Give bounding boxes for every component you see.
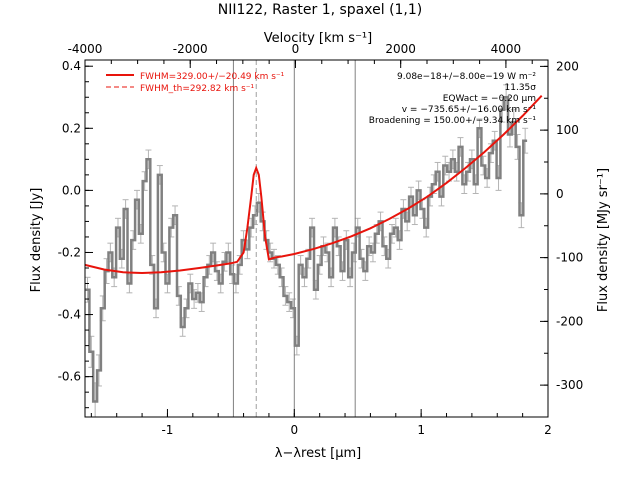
x-tick-label: 2 (544, 423, 552, 437)
y-tick-label: -0.4 (58, 308, 81, 322)
annotation-flux: 9.08e−18+/−8.00e−19 W m⁻² (397, 72, 536, 82)
right-tick-label: 200 (556, 59, 579, 73)
top-tick-label: 4000 (491, 42, 522, 56)
y-tick-label: -0.2 (58, 245, 81, 259)
reference-lines (232, 60, 356, 417)
chart-title: NII122, Raster 1, spaxel (1,1) (218, 2, 423, 18)
annotation-eqw: EQWact = −0.20 μm (443, 94, 536, 104)
x-axis-label: λ−λrest [μm] (275, 446, 361, 461)
plot-frame (84, 59, 549, 418)
annotation-block: 9.08e−18+/−8.00e−19 W m⁻² 11.35σ EQWact … (369, 72, 537, 126)
right-tick-label: 100 (556, 123, 579, 137)
legend: FWHM=329.00+/−20.49 km s⁻¹ FWHM_th=292.8… (106, 72, 285, 94)
data-layer (85, 96, 528, 403)
right-tick-label: -300 (556, 378, 583, 392)
ticks-layer: -1 0 1 2-0.6-0.4-0.20.00.20.4-4000 -2000 0 200… (58, 42, 584, 437)
legend-label-fwhm: FWHM=329.00+/−20.49 km s⁻¹ (140, 72, 285, 82)
y-tick-label: 0.0 (62, 183, 81, 197)
x-tick-label: 1 (417, 423, 425, 437)
y-tick-label: 0.4 (62, 59, 81, 73)
top-axis-label: Velocity [km s⁻¹] (264, 31, 372, 46)
x-tick-label: -1 (161, 423, 173, 437)
annotation-broadening: Broadening = 150.00+/−9.34 km s⁻¹ (369, 116, 537, 126)
top-tick-label: 0 (292, 42, 300, 56)
top-tick-label: 2000 (385, 42, 416, 56)
y-tick-label: 0.2 (62, 121, 81, 135)
annotation-velocity: v = −735.65+/−16.00 km s⁻¹ (402, 105, 537, 115)
fit-curve (84, 95, 543, 275)
y-tick-label: -0.6 (58, 370, 81, 384)
fit-layer (84, 95, 543, 275)
top-tick-label: -2000 (173, 42, 208, 56)
legend-label-fwhm-th: FWHM_th=292.82 km s⁻¹ (140, 84, 255, 94)
right-axis-label: Flux density [MJy sr⁻¹] (596, 168, 611, 312)
right-tick-label: 0 (556, 187, 564, 201)
top-tick-label: -4000 (68, 42, 103, 56)
y-axis-label: Flux density [Jy] (29, 188, 44, 293)
annotation-significance: 11.35σ (505, 83, 537, 93)
x-tick-label: 0 (290, 423, 298, 437)
right-tick-label: -100 (556, 251, 583, 265)
right-tick-label: -200 (556, 314, 583, 328)
observed-spectrum (85, 96, 528, 403)
